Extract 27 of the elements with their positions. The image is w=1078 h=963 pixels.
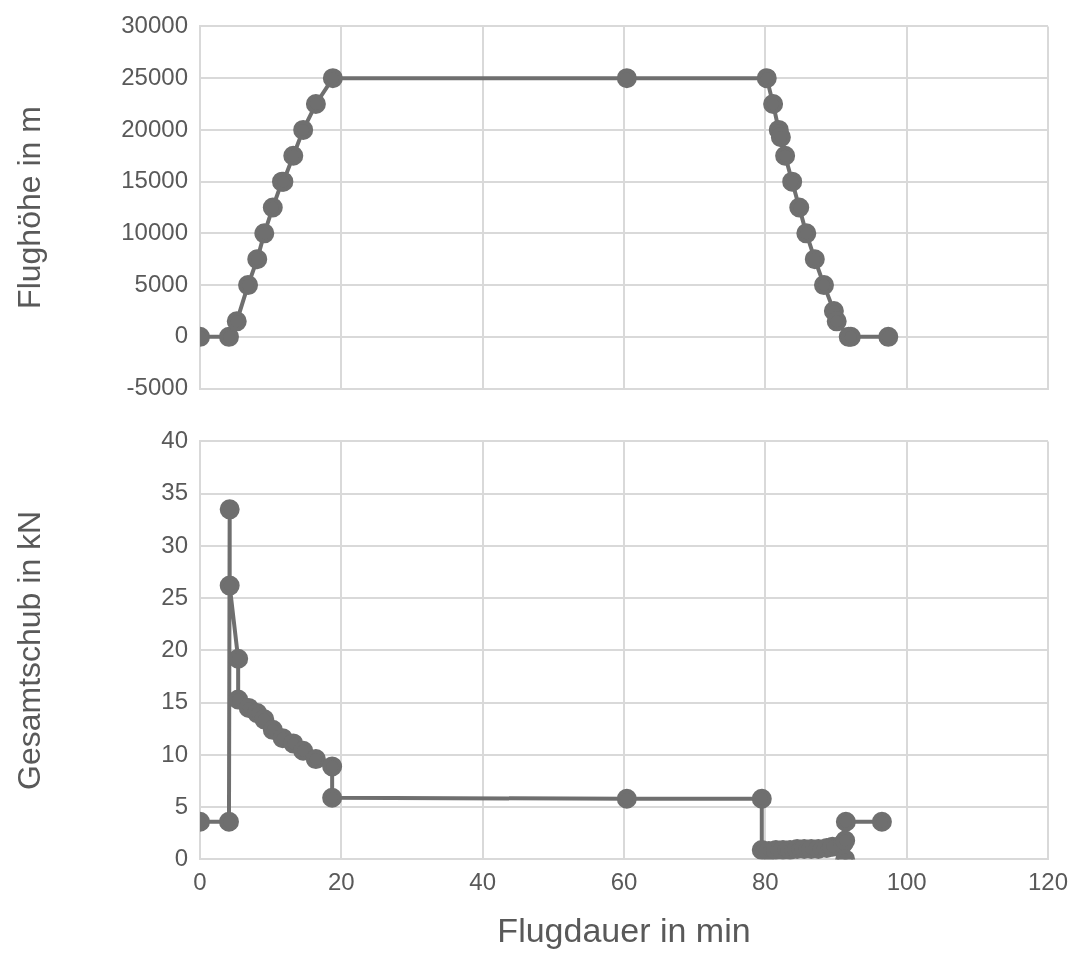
x-tick-label: 80	[751, 868, 779, 896]
y-tick-label: 30	[161, 530, 188, 558]
x-tick-label: 20	[327, 868, 355, 896]
y-tick-label: 20000	[121, 114, 188, 142]
y-tick-label: 20	[161, 635, 188, 663]
x-tick-label: 120	[1027, 868, 1068, 896]
y-tick-label: 0	[174, 844, 188, 872]
y-tick-label: 40	[161, 426, 188, 454]
y-tick-label: 5000	[134, 269, 188, 297]
y-axis-title: Flughöhe in m	[11, 106, 48, 309]
y-tick-label: 5	[174, 791, 188, 819]
x-axis-title: Flugdauer in min	[497, 910, 751, 949]
y-tick-label: 15000	[121, 166, 188, 194]
y-axis-title: Gesamtschub in kN	[11, 510, 48, 791]
y-tick-label: 25000	[121, 62, 188, 90]
y-tick-label: 30000	[121, 11, 188, 39]
y-tick-label: 0	[174, 321, 188, 349]
y-tick-label: 15	[161, 687, 188, 715]
y-tick-label: -5000	[126, 373, 188, 401]
y-tick-label: 35	[161, 478, 188, 506]
y-tick-label: 25	[161, 582, 188, 610]
x-tick-label: 100	[886, 868, 927, 896]
x-tick-label: 40	[469, 868, 497, 896]
y-tick-label: 10	[161, 739, 188, 767]
y-tick-label: 10000	[121, 218, 188, 245]
x-tick-label: 0	[193, 868, 207, 896]
x-tick-label: 60	[610, 868, 638, 896]
